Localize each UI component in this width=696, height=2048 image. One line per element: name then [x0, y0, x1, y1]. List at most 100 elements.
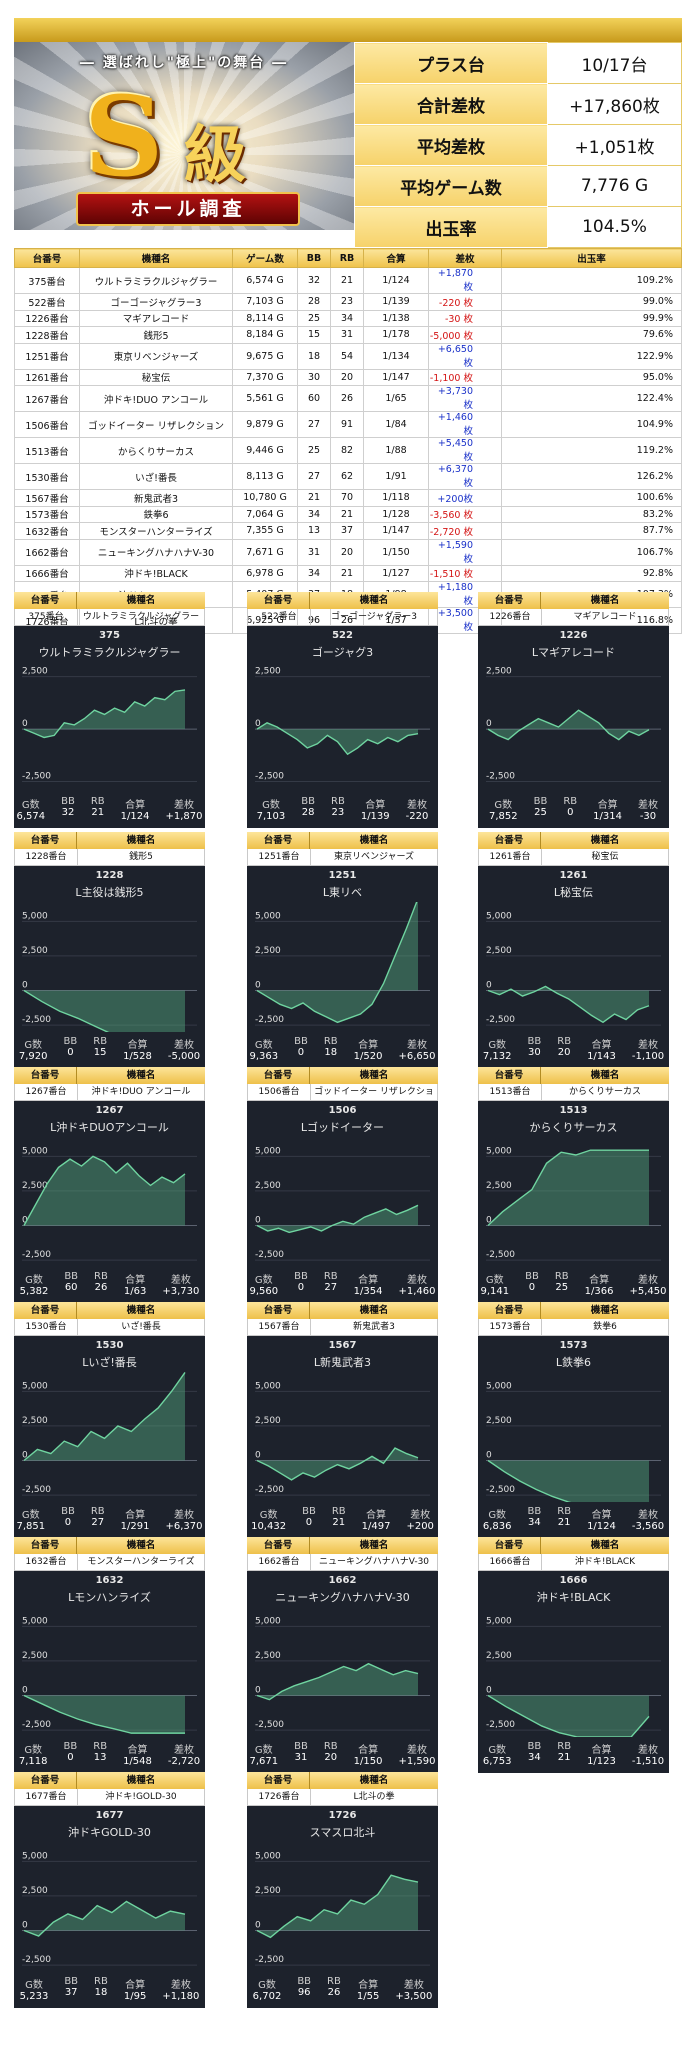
series-area [24, 1372, 185, 1461]
card-header-machine: 機種名 [310, 1067, 438, 1084]
card-stats: G数 7,132 BB 30 RB 20 合算 1/143 差枚 -1,100 [482, 1036, 665, 1062]
table-cell: 82 [330, 437, 364, 464]
card-stats: G数 7,851 BB 0 RB 27 合算 1/291 差枚 +6,370 [16, 1506, 203, 1532]
table-cell: 32 [297, 267, 331, 294]
y-tick-label: 0 [255, 1451, 261, 1461]
table-cell: -30 枚 [428, 309, 502, 327]
table-cell: 60 [297, 385, 331, 412]
table-cell: 1/84 [363, 411, 429, 438]
series-line [487, 985, 650, 1024]
table-cell: 70 [330, 489, 364, 507]
card-graph-panel: 1662 ニューキングハナハナV-30 G数 7,671 BB 31 RB 20 合算 1/150… [247, 1571, 438, 1773]
card-graph-number: 1677 [95, 1810, 124, 1821]
table-cell: 6,574 G [232, 267, 298, 294]
card-graph-title: L秘宝伝 [553, 886, 594, 899]
card-machine-no: 1666番台 [479, 1554, 542, 1570]
table-cell: -1,100 枚 [428, 368, 502, 386]
card-line-chart: 5,000 2,500 0 -2,500 [22, 1372, 197, 1496]
card-graph-panel: 1677 沖ドキGOLD-30 G数 5,233 BB 37 RB 18 合算 1/95 差枚 +1,… [14, 1806, 205, 2008]
card-graph-panel: 1506 Lゴッドイーター G数 9,560 BB 0 RB 27 合算 1/354 差枚 +1,46… [247, 1101, 438, 1303]
table-row: 1513番台 からくりサーカス 9,446 G 25 82 1/88 +5,450枚 119.… [14, 437, 682, 464]
series-area [488, 710, 649, 740]
card-graph-panel: 1226 Lマギアレコード G数 7,852 BB 25 RB 0 合算 1/314 差枚 -30 2,… [478, 626, 669, 828]
table-cell: 522番台 [14, 293, 80, 311]
table-cell: 27 [297, 411, 331, 438]
card-machine-name: 銭形5 [129, 852, 153, 862]
summary-value: +1,051枚 [547, 124, 682, 166]
hall-banner: ― 選ばれし"極上"の舞台 ― S 級 ホール調査 [14, 42, 354, 230]
banner-s-letter: S [84, 72, 164, 201]
column-header: RB [330, 248, 364, 268]
series-line [256, 1662, 419, 1701]
table-cell: 1/178 [363, 326, 429, 344]
card-header-no: 台番号 [478, 1537, 541, 1554]
card-graph-number: 1573 [559, 1340, 588, 1351]
machine-card: 台番号 機種名 1567番台 新鬼武者3 1567 L新鬼武者3 G数 10,432 BB 0 RB… [247, 1302, 438, 1538]
table-cell: 1662番台 [14, 538, 80, 566]
card-machine-name: ゴーゴージャグラー3 [330, 612, 418, 622]
card-header-machine: 機種名 [310, 1537, 438, 1554]
summary-label: プラス台 [354, 42, 548, 84]
y-tick-label: -2,500 [22, 1250, 51, 1260]
machine-card: 台番号 機種名 1573番台 鉄拳6 1573 L鉄拳6 G数 6,836 BB 34 RB 21 合算… [478, 1302, 669, 1538]
series-line [256, 722, 419, 756]
series-area [257, 902, 418, 1023]
table-cell: 1/124 [363, 267, 429, 294]
card-header-machine: 機種名 [310, 592, 438, 609]
y-tick-label: 2,500 [486, 1416, 512, 1426]
card-graph-title: 沖ドキGOLD-30 [68, 1826, 151, 1839]
y-tick-label: -2,500 [22, 1955, 51, 1965]
card-stats: G数 10,432 BB 0 RB 21 合算 1/497 差枚 +200 [251, 1506, 434, 1532]
card-graph-number: 1662 [328, 1575, 357, 1586]
card-line-chart: 5,000 2,500 0 -2,500 [255, 1146, 430, 1261]
card-stats: G数 5,382 BB 60 RB 26 合算 1/63 差枚 +3,730 [19, 1271, 200, 1297]
card-stats: G数 9,141 BB 0 RB 25 合算 1/366 差枚 +5,450 [480, 1271, 667, 1297]
card-graph-number: 1251 [328, 870, 357, 881]
y-tick-label: 5,000 [22, 1381, 48, 1391]
series-line [256, 1204, 419, 1234]
card-header-no: 台番号 [247, 592, 310, 609]
card-machine-name: ニューキングハナハナV-30 [318, 1557, 430, 1567]
card-stats: G数 7,118 BB 0 RB 13 合算 1/548 差枚 -2,720 [18, 1741, 201, 1767]
table-cell: 20 [330, 538, 364, 566]
table-cell: 26 [330, 385, 364, 412]
y-tick-label: 5,000 [22, 1851, 48, 1861]
machine-card: 台番号 機種名 1261番台 秘宝伝 1261 L秘宝伝 G数 7,132 BB 30 RB 20 合算… [478, 832, 669, 1068]
series-line [23, 1694, 185, 1734]
table-cell: 30 [297, 368, 331, 386]
series-area [488, 1695, 649, 1737]
card-graph-number: 1226 [559, 630, 588, 641]
machine-card: 台番号 機種名 1632番台 モンスターハンターライズ 1632 Lモンハンライズ G数 7,… [14, 1537, 205, 1773]
table-cell: +6,370枚 [428, 463, 502, 490]
series-area [257, 722, 418, 755]
card-graph-title: 沖ドキ!BLACK [536, 1591, 611, 1604]
card-header-no: 台番号 [478, 592, 541, 609]
y-tick-label: 5,000 [255, 1381, 281, 1391]
summary-row: プラス台 10/17台 [354, 42, 682, 84]
card-graph-number: 1228 [95, 870, 124, 881]
card-header-no: 台番号 [14, 1537, 77, 1554]
table-cell: 92.8% [501, 564, 682, 582]
card-graph-panel: 1228 L主役は銭形5 G数 7,920 BB 0 RB 15 合算 1/528 差枚 -5,000… [14, 866, 205, 1068]
table-cell: 8,114 G [232, 309, 298, 327]
y-tick-label: -2,500 [255, 772, 284, 782]
series-line [23, 1372, 186, 1462]
card-header-machine: 機種名 [310, 1302, 438, 1319]
y-tick-label: 0 [486, 1216, 492, 1226]
summary-row: 平均差枚 +1,051枚 [354, 124, 682, 166]
y-tick-label: 0 [486, 1686, 492, 1696]
table-cell: 34 [330, 309, 364, 327]
table-cell: -5,000 枚 [428, 326, 502, 344]
series-line [487, 1694, 650, 1737]
y-tick-label: 0 [255, 1686, 261, 1696]
card-header-machine: 機種名 [77, 1302, 205, 1319]
card-header-machine: 機種名 [541, 832, 669, 849]
card-graph-title: Lいざ!番長 [82, 1356, 137, 1369]
table-row: 1573番台 鉄拳6 7,064 G 34 21 1/128 -3,560 枚 83.2% [14, 505, 682, 523]
table-cell: 37 [330, 522, 364, 540]
y-tick-label: 5,000 [22, 1616, 48, 1626]
table-cell: 9,446 G [232, 437, 298, 464]
table-cell: +5,450枚 [428, 437, 502, 464]
table-row: 1662番台 ニューキングハナハナV-30 7,671 G 31 20 1/150 +1,5… [14, 538, 682, 566]
y-tick-label: 5,000 [255, 1146, 281, 1156]
